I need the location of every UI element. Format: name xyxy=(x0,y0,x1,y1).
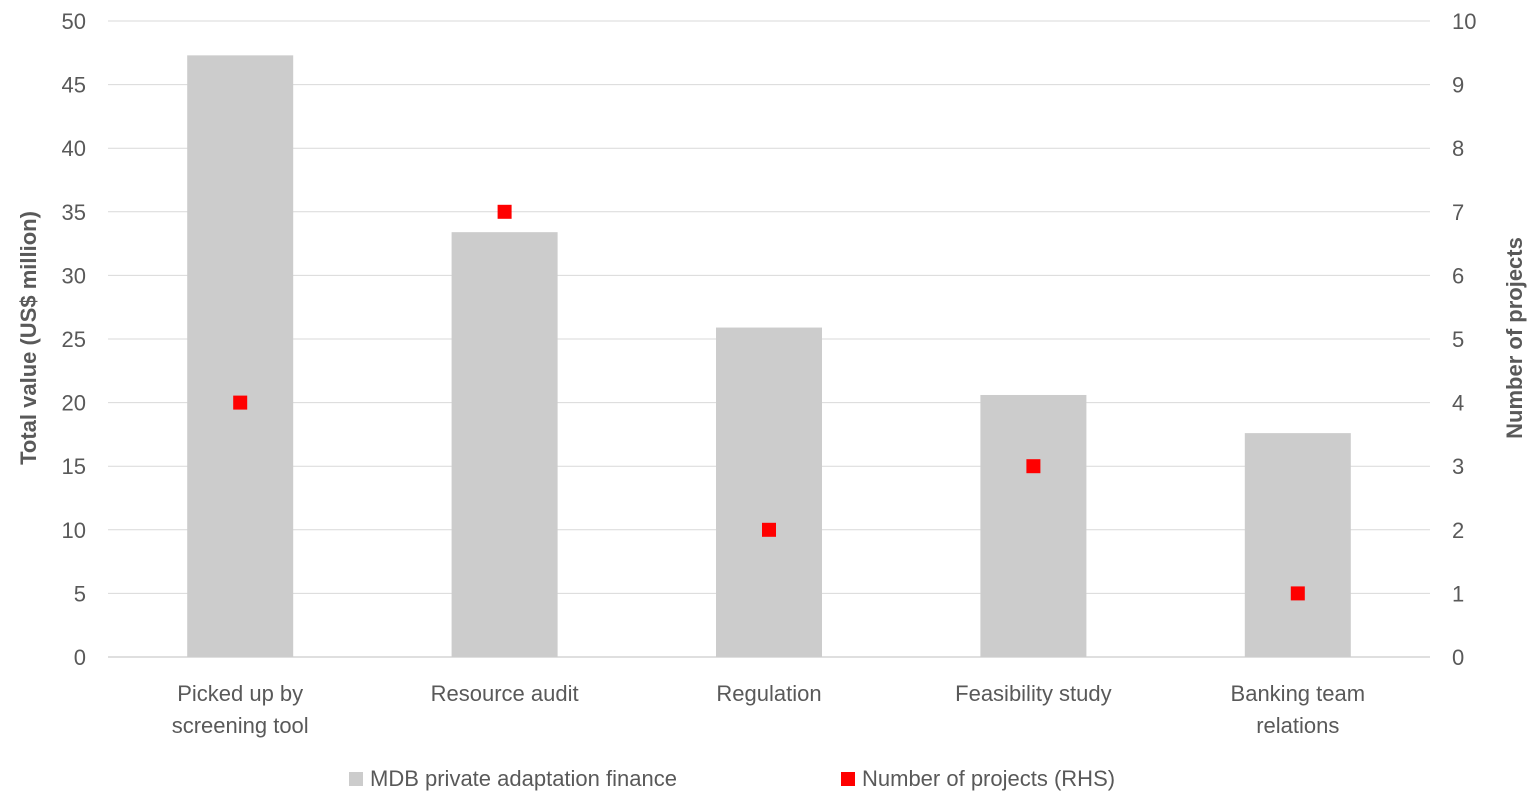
bar xyxy=(980,394,1087,657)
left-tick-label: 15 xyxy=(62,454,86,479)
left-tick-label: 40 xyxy=(62,136,86,161)
left-axis-ticks: 0 5 10 15 20 25 30 35 40 45 50 xyxy=(62,9,86,670)
right-tick-label: 3 xyxy=(1452,454,1464,479)
project-points xyxy=(233,204,1305,601)
project-point xyxy=(497,204,512,219)
project-point xyxy=(1026,459,1041,474)
legend-label-points: Number of projects (RHS) xyxy=(862,766,1115,791)
category-label: Feasibility study xyxy=(955,681,1112,706)
left-tick-label: 35 xyxy=(62,200,86,225)
left-tick-label: 45 xyxy=(62,73,86,98)
legend-label-bars: MDB private adaptation finance xyxy=(370,766,677,791)
left-tick-label: 25 xyxy=(62,327,86,352)
category-label: Regulation xyxy=(716,681,821,706)
right-axis-title: Number of projects xyxy=(1502,237,1527,439)
category-label: Resource audit xyxy=(431,681,579,706)
bar xyxy=(716,327,822,657)
legend: MDB private adaptation finance Number of… xyxy=(349,766,1115,791)
right-tick-label: 10 xyxy=(1452,9,1476,34)
category-label: Banking team relations xyxy=(1231,681,1366,738)
bars xyxy=(187,55,1351,658)
project-point xyxy=(1290,586,1305,601)
bar xyxy=(1244,433,1351,657)
right-tick-label: 2 xyxy=(1452,518,1464,543)
category-label: Picked up by screening tool xyxy=(172,681,309,738)
bar xyxy=(187,55,294,658)
left-tick-label: 50 xyxy=(62,9,86,34)
legend-swatch-bars xyxy=(349,772,363,786)
right-axis-ticks: 0 1 2 3 4 5 6 7 8 9 10 xyxy=(1452,9,1476,670)
left-tick-label: 30 xyxy=(62,263,86,288)
bar xyxy=(451,232,558,658)
left-tick-label: 0 xyxy=(74,645,86,670)
right-tick-label: 0 xyxy=(1452,645,1464,670)
right-tick-label: 6 xyxy=(1452,263,1464,288)
left-tick-label: 5 xyxy=(74,581,86,606)
right-tick-label: 9 xyxy=(1452,73,1464,98)
right-tick-label: 1 xyxy=(1452,581,1464,606)
right-tick-label: 8 xyxy=(1452,136,1464,161)
right-tick-label: 5 xyxy=(1452,327,1464,352)
right-tick-label: 7 xyxy=(1452,200,1464,225)
right-tick-label: 4 xyxy=(1452,391,1464,416)
left-tick-label: 20 xyxy=(62,391,86,416)
project-point xyxy=(233,395,248,410)
left-tick-label: 10 xyxy=(62,518,86,543)
legend-swatch-points xyxy=(841,772,855,786)
left-axis-title: Total value (US$ million) xyxy=(16,211,41,465)
project-point xyxy=(762,522,776,537)
category-labels: Picked up by screening tool Resource audit… xyxy=(172,681,1365,738)
